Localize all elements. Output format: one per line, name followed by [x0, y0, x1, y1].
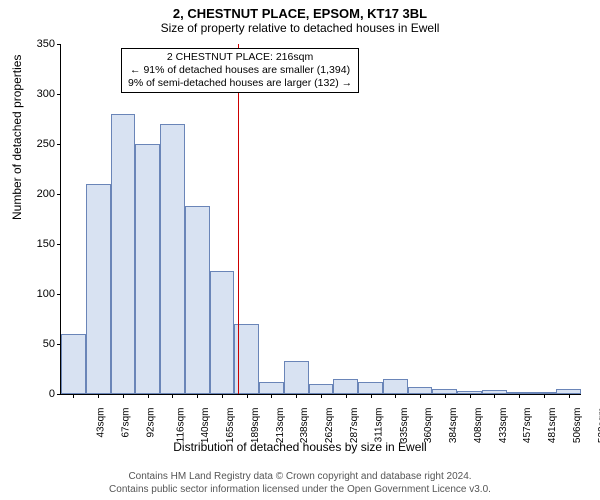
title-sub: Size of property relative to detached ho…: [0, 21, 600, 39]
histogram-bar: [358, 382, 383, 394]
footer-line-1: Contains HM Land Registry data © Crown c…: [0, 470, 600, 483]
chart-container: 2, CHESTNUT PLACE, EPSOM, KT17 3BL Size …: [0, 0, 600, 500]
reference-line: [238, 44, 239, 394]
histogram-bar: [86, 184, 111, 394]
y-tick-mark: [57, 44, 61, 45]
x-tick-label: 408sqm: [473, 408, 484, 444]
y-tick-label: 150: [21, 238, 55, 250]
x-tick-label: 360sqm: [423, 408, 434, 444]
plot-region: 05010015020025030035043sqm67sqm92sqm116s…: [60, 44, 581, 395]
x-tick-mark: [123, 394, 124, 398]
y-tick-label: 250: [21, 138, 55, 150]
x-tick-label: 384sqm: [448, 408, 459, 444]
histogram-bar: [111, 114, 136, 394]
y-tick-label: 100: [21, 288, 55, 300]
histogram-bar: [383, 379, 408, 394]
x-tick-label: 189sqm: [250, 408, 261, 444]
x-tick-label: 165sqm: [225, 408, 236, 444]
x-tick-mark: [73, 394, 74, 398]
x-axis-label: Distribution of detached houses by size …: [0, 440, 600, 454]
x-tick-mark: [519, 394, 520, 398]
histogram-bar: [309, 384, 334, 394]
footer-line-2: Contains public sector information licen…: [0, 483, 600, 496]
histogram-bar: [210, 271, 235, 394]
x-tick-mark: [98, 394, 99, 398]
x-tick-label: 457sqm: [522, 408, 533, 444]
x-tick-label: 311sqm: [373, 408, 384, 443]
x-tick-mark: [395, 394, 396, 398]
y-tick-mark: [57, 394, 61, 395]
x-tick-label: 287sqm: [349, 408, 360, 444]
histogram-bar: [284, 361, 309, 394]
x-tick-label: 116sqm: [175, 408, 186, 443]
x-tick-label: 238sqm: [300, 408, 311, 444]
y-tick-label: 0: [21, 388, 55, 400]
x-tick-label: 262sqm: [324, 408, 335, 444]
y-tick-mark: [57, 194, 61, 195]
histogram-bar: [259, 382, 284, 394]
histogram-bar: [135, 144, 160, 394]
x-tick-label: 43sqm: [96, 408, 107, 438]
histogram-bar: [185, 206, 210, 394]
x-tick-mark: [222, 394, 223, 398]
y-tick-mark: [57, 144, 61, 145]
x-tick-label: 140sqm: [201, 408, 212, 444]
x-tick-label: 433sqm: [498, 408, 509, 444]
x-tick-mark: [569, 394, 570, 398]
annotation-line: 9% of semi-detached houses are larger (1…: [128, 77, 352, 90]
x-tick-mark: [371, 394, 372, 398]
y-tick-mark: [57, 94, 61, 95]
histogram-bar: [61, 334, 86, 394]
x-tick-mark: [271, 394, 272, 398]
x-tick-mark: [296, 394, 297, 398]
y-tick-label: 200: [21, 188, 55, 200]
annotation-line: ← 91% of detached houses are smaller (1,…: [128, 64, 352, 77]
x-tick-label: 481sqm: [547, 408, 558, 444]
x-tick-mark: [544, 394, 545, 398]
x-tick-mark: [172, 394, 173, 398]
x-tick-label: 213sqm: [275, 408, 286, 444]
x-tick-mark: [197, 394, 198, 398]
x-tick-label: 506sqm: [572, 408, 583, 444]
histogram-bar: [408, 387, 433, 394]
x-tick-mark: [247, 394, 248, 398]
chart-area: 05010015020025030035043sqm67sqm92sqm116s…: [60, 44, 580, 394]
annotation-box: 2 CHESTNUT PLACE: 216sqm← 91% of detache…: [121, 48, 359, 93]
y-tick-mark: [57, 244, 61, 245]
y-tick-label: 350: [21, 38, 55, 50]
x-tick-mark: [346, 394, 347, 398]
histogram-bar: [333, 379, 358, 394]
title-main: 2, CHESTNUT PLACE, EPSOM, KT17 3BL: [0, 0, 600, 21]
y-tick-mark: [57, 294, 61, 295]
y-tick-label: 300: [21, 88, 55, 100]
x-tick-mark: [420, 394, 421, 398]
x-tick-label: 92sqm: [145, 408, 156, 438]
x-tick-mark: [321, 394, 322, 398]
x-tick-mark: [445, 394, 446, 398]
x-tick-mark: [148, 394, 149, 398]
y-tick-label: 50: [21, 338, 55, 350]
histogram-bar: [160, 124, 185, 394]
x-tick-label: 67sqm: [121, 408, 132, 438]
x-tick-mark: [470, 394, 471, 398]
x-tick-label: 335sqm: [399, 408, 410, 444]
x-tick-mark: [494, 394, 495, 398]
annotation-line: 2 CHESTNUT PLACE: 216sqm: [128, 51, 352, 64]
footer: Contains HM Land Registry data © Crown c…: [0, 470, 600, 496]
